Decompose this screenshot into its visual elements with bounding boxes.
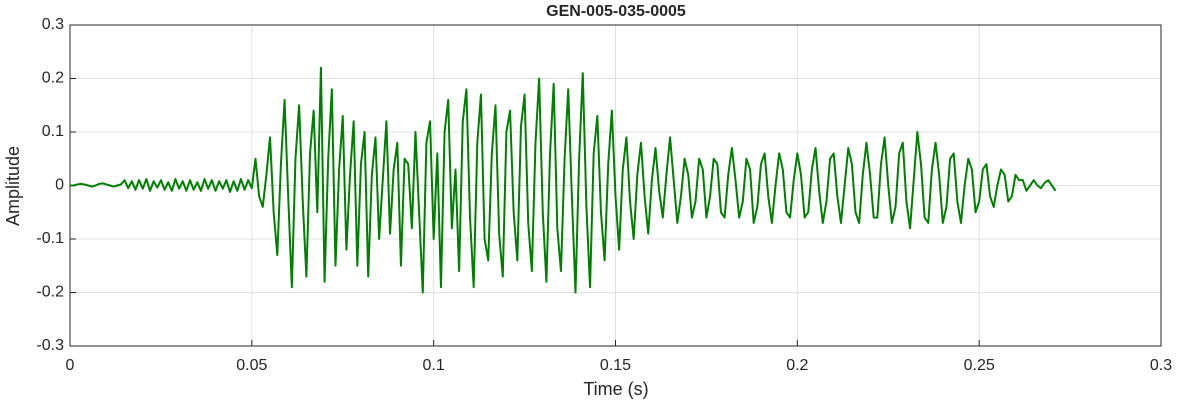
y-tick-label: 0.3	[42, 16, 64, 33]
y-tick-label: -0.1	[36, 230, 64, 247]
x-tick-label: 0.2	[786, 357, 808, 374]
chart-title: GEN-005-035-0005	[546, 3, 686, 20]
y-tick-label: -0.2	[36, 284, 64, 301]
x-tick-label: 0.15	[600, 357, 631, 374]
waveform	[70, 66, 1057, 294]
x-tick-label: 0.05	[236, 357, 267, 374]
x-tick-label: 0.1	[423, 357, 445, 374]
y-axis-label: Amplitude	[3, 146, 23, 226]
y-tick-label: 0	[55, 177, 64, 194]
x-axis-label: Time (s)	[583, 379, 648, 399]
x-tick-label: 0.3	[1150, 357, 1172, 374]
x-tick-label: 0	[66, 357, 75, 374]
y-tick-label: 0.2	[42, 70, 64, 87]
y-tick-label: -0.3	[36, 337, 64, 354]
y-tick-label: 0.1	[42, 123, 64, 140]
x-tick-label: 0.25	[964, 357, 995, 374]
